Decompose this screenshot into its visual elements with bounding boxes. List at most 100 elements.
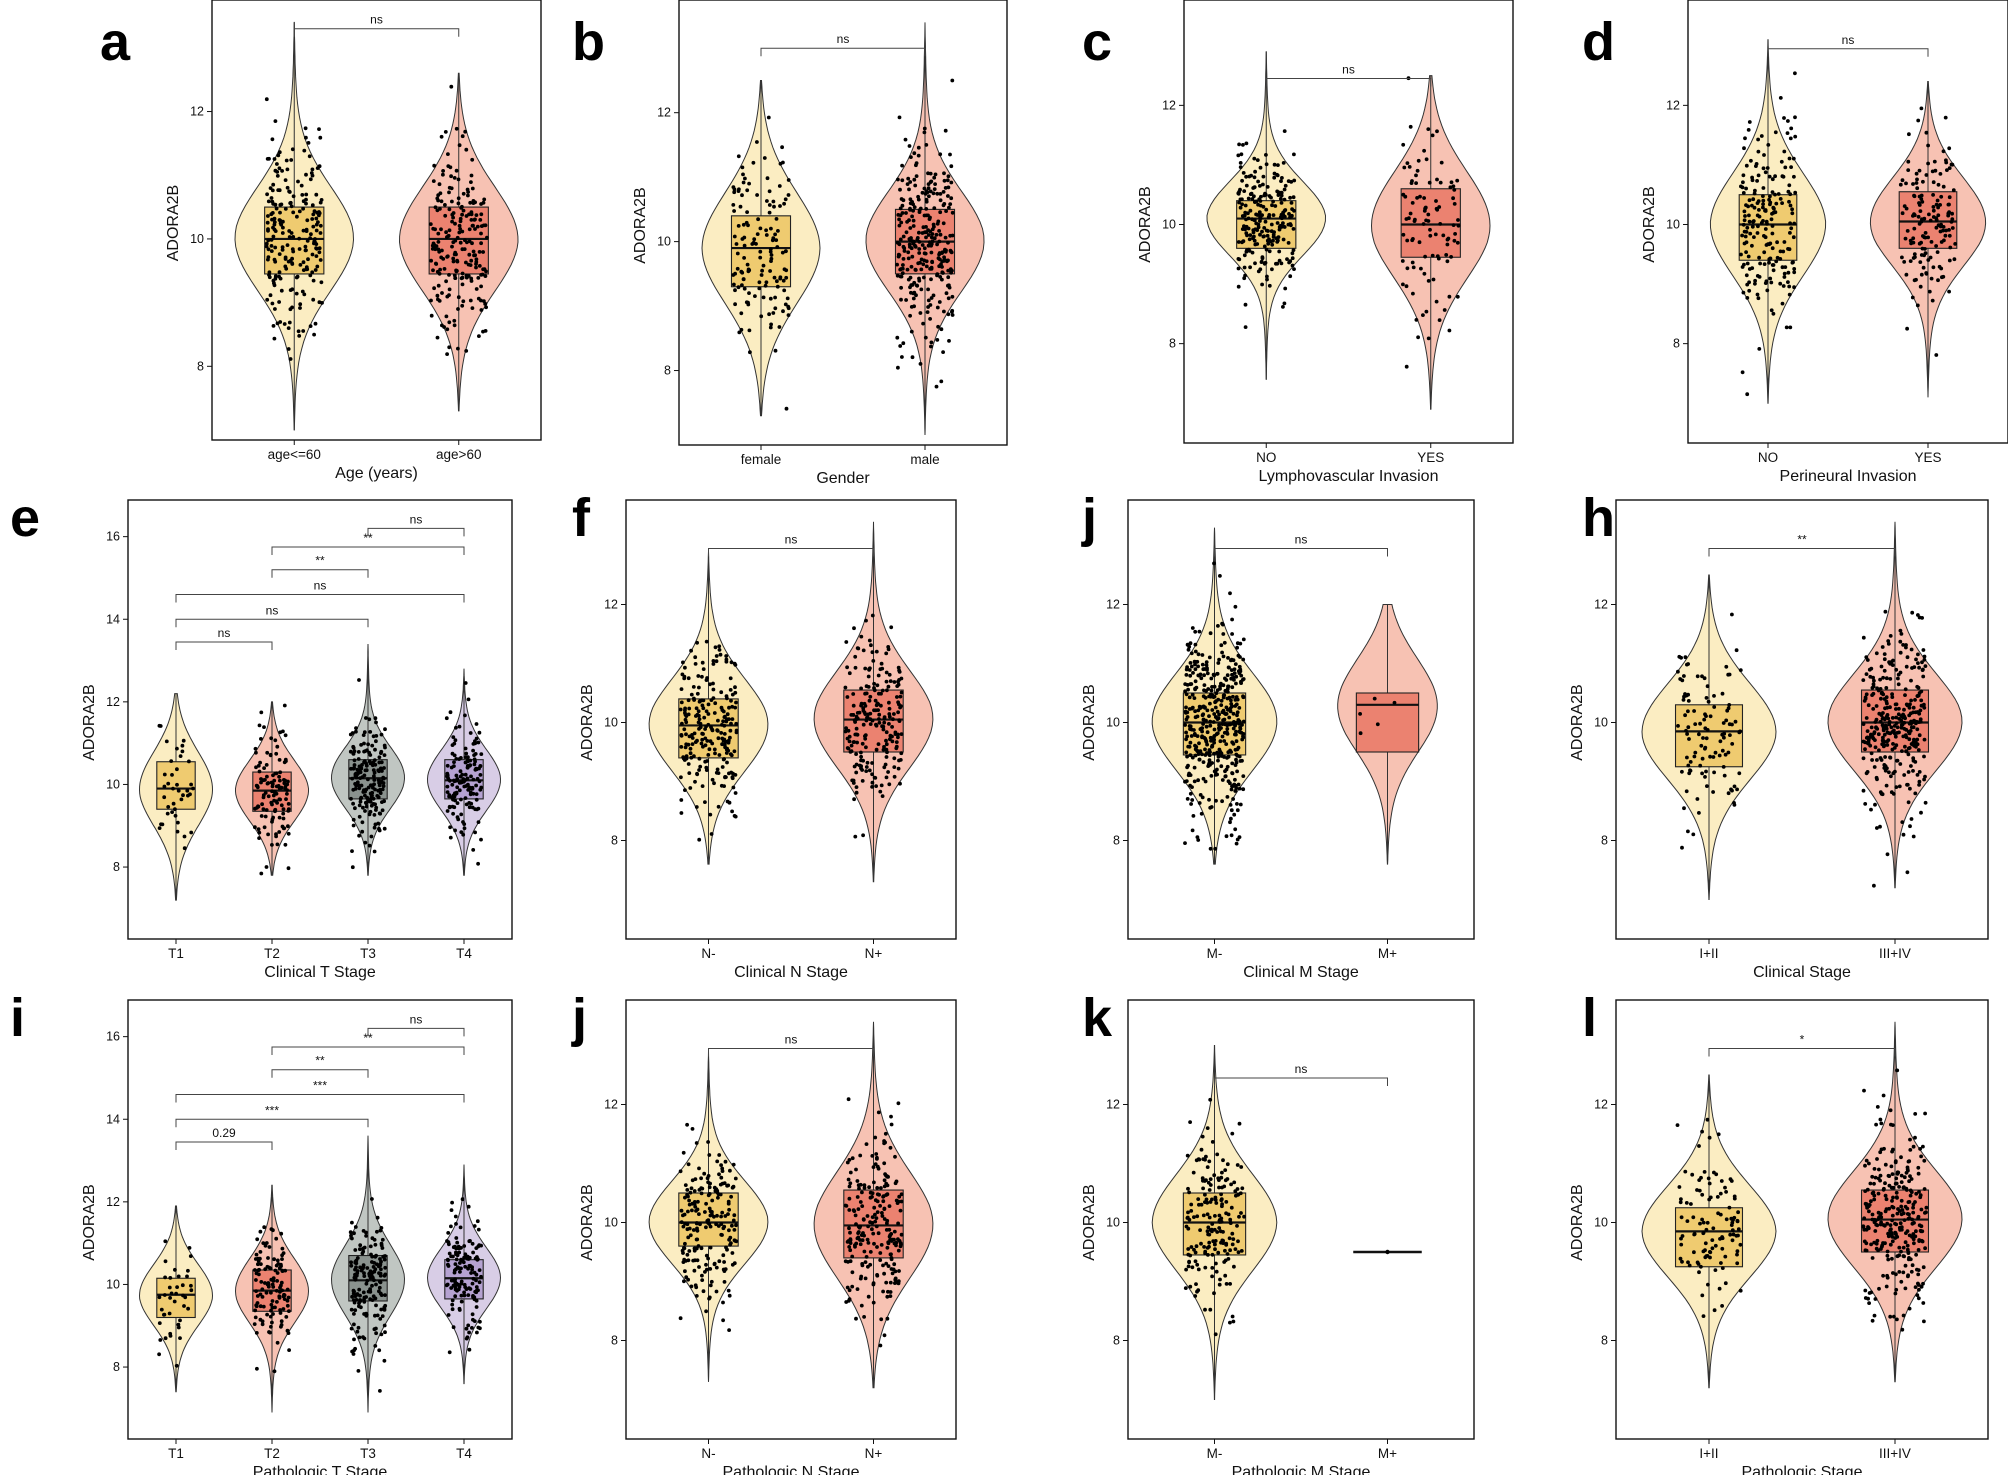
data-point <box>888 1252 893 1257</box>
data-point <box>264 865 269 869</box>
data-point <box>1676 669 1680 674</box>
data-point <box>1241 677 1246 681</box>
data-point <box>374 805 379 810</box>
data-point <box>268 1314 273 1319</box>
data-point <box>900 211 905 215</box>
data-point <box>919 267 924 272</box>
data-point <box>1912 226 1917 231</box>
data-point <box>436 240 441 244</box>
data-point <box>1244 183 1249 188</box>
data-point <box>925 310 930 314</box>
data-point <box>1434 299 1439 304</box>
data-point <box>356 783 361 787</box>
data-point <box>1190 692 1195 697</box>
data-point <box>1945 168 1949 173</box>
data-point <box>1755 179 1759 183</box>
data-point <box>1207 694 1211 699</box>
data-point <box>1748 231 1753 236</box>
data-point <box>359 743 363 747</box>
data-point <box>862 1183 867 1188</box>
data-point <box>1904 272 1909 277</box>
data-point <box>1908 238 1913 243</box>
data-point <box>453 1214 458 1219</box>
data-point <box>1221 693 1226 698</box>
data-point <box>1225 727 1230 731</box>
data-point <box>1746 254 1751 259</box>
data-point <box>868 1250 873 1254</box>
data-point <box>724 654 729 658</box>
data-point <box>879 1186 883 1190</box>
data-point <box>1790 260 1795 265</box>
data-point <box>1405 266 1410 271</box>
data-point <box>870 1215 875 1219</box>
data-point <box>679 811 684 815</box>
data-point <box>372 778 377 782</box>
data-point <box>297 236 302 241</box>
data-point <box>1224 1282 1229 1286</box>
data-point <box>1724 718 1729 723</box>
data-point <box>866 1264 870 1269</box>
data-point <box>1204 724 1209 729</box>
data-point <box>1701 1314 1706 1318</box>
data-point <box>781 309 785 314</box>
data-point <box>175 767 179 772</box>
data-point <box>1186 1264 1191 1269</box>
data-point <box>693 779 697 784</box>
data-point <box>1417 240 1422 245</box>
data-point <box>1727 1205 1732 1210</box>
data-point <box>849 713 854 717</box>
data-point <box>1281 305 1285 309</box>
data-point <box>882 1178 887 1183</box>
data-point <box>1241 657 1246 662</box>
data-point <box>1283 286 1288 291</box>
data-point <box>849 749 854 754</box>
data-point <box>699 1176 703 1181</box>
data-point <box>163 1259 168 1264</box>
data-point <box>182 846 187 851</box>
data-point <box>684 754 689 759</box>
data-point <box>446 1258 450 1263</box>
data-point <box>1870 693 1874 697</box>
data-point <box>270 1299 275 1303</box>
data-point <box>474 797 479 802</box>
data-point <box>1878 677 1882 682</box>
data-point <box>379 1241 384 1246</box>
data-point <box>849 743 854 748</box>
data-point <box>469 279 474 283</box>
data-point <box>1270 242 1275 247</box>
data-point <box>1238 726 1243 731</box>
data-point <box>912 205 917 210</box>
data-point <box>1421 222 1426 226</box>
data-point <box>704 1225 708 1230</box>
data-point <box>710 1212 714 1217</box>
data-point <box>1202 683 1207 687</box>
data-point <box>1920 668 1925 672</box>
data-point <box>1919 689 1924 694</box>
data-point <box>1680 1234 1685 1238</box>
data-point <box>1697 1178 1702 1182</box>
data-point <box>848 1230 852 1235</box>
data-point <box>1878 824 1882 829</box>
data-point <box>897 678 901 682</box>
data-point <box>455 1240 460 1245</box>
data-point <box>707 1153 712 1157</box>
data-point <box>317 246 322 251</box>
data-point <box>1230 617 1234 622</box>
data-point <box>473 200 477 205</box>
data-point <box>253 1308 258 1313</box>
data-point <box>759 273 764 277</box>
data-point <box>482 197 487 202</box>
data-point <box>865 1214 870 1218</box>
data-point <box>784 406 789 411</box>
data-point <box>1765 222 1769 226</box>
data-point <box>473 759 477 764</box>
data-point <box>1916 685 1921 690</box>
data-point <box>1287 212 1291 216</box>
data-point <box>1749 158 1753 163</box>
data-point <box>886 647 891 652</box>
data-point <box>1401 282 1405 287</box>
data-point <box>1880 723 1885 727</box>
data-point <box>859 686 863 691</box>
data-point <box>881 1263 885 1268</box>
